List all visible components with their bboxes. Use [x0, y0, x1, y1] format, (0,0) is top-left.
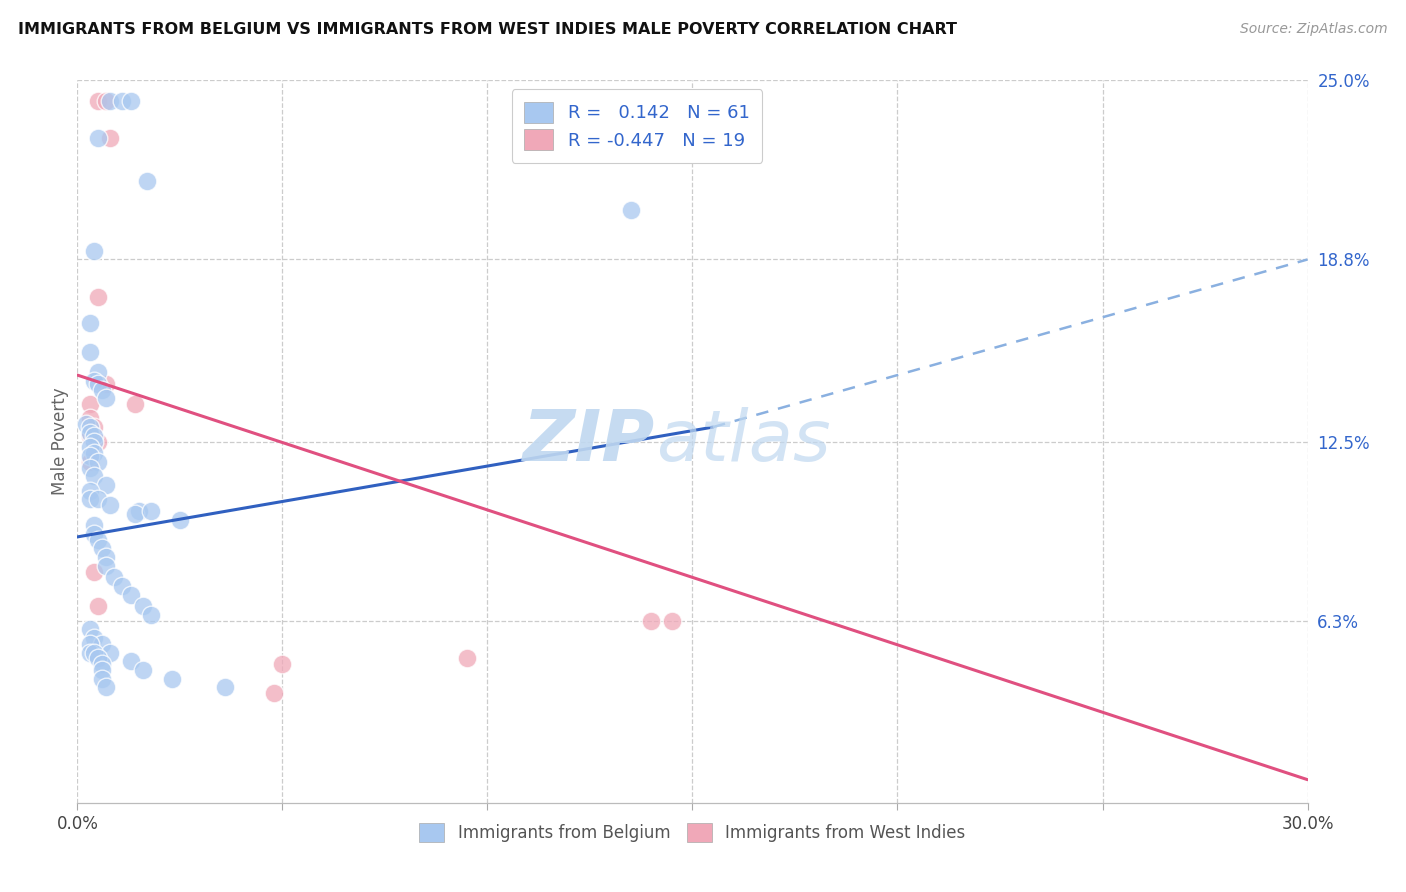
- Point: [132, 599, 155, 614]
- Y-axis label: Male Poverty: Male Poverty: [51, 388, 69, 495]
- Point: [120, 94, 142, 108]
- Point: [79, 420, 101, 434]
- Point: [263, 686, 285, 700]
- Point: [160, 672, 183, 686]
- Point: [87, 533, 110, 547]
- Point: [94, 680, 117, 694]
- Point: [124, 507, 146, 521]
- Point: [79, 316, 101, 330]
- Point: [90, 657, 114, 671]
- Point: [79, 483, 101, 498]
- Point: [83, 631, 105, 645]
- Point: [83, 244, 105, 258]
- Point: [90, 637, 114, 651]
- Point: [136, 174, 159, 188]
- Text: IMMIGRANTS FROM BELGIUM VS IMMIGRANTS FROM WEST INDIES MALE POVERTY CORRELATION : IMMIGRANTS FROM BELGIUM VS IMMIGRANTS FR…: [18, 22, 957, 37]
- Point: [87, 290, 110, 304]
- Point: [87, 94, 110, 108]
- Point: [79, 646, 101, 660]
- Point: [83, 565, 105, 579]
- Point: [141, 504, 163, 518]
- Point: [75, 417, 97, 432]
- Point: [83, 446, 105, 460]
- Point: [83, 518, 105, 533]
- Point: [640, 614, 662, 628]
- Point: [94, 376, 117, 391]
- Point: [94, 478, 117, 492]
- Text: ZIP: ZIP: [523, 407, 655, 476]
- Point: [128, 504, 150, 518]
- Point: [83, 646, 105, 660]
- Point: [79, 425, 101, 440]
- Point: [79, 455, 101, 469]
- Text: atlas: atlas: [655, 407, 830, 476]
- Point: [79, 492, 101, 507]
- Point: [79, 460, 101, 475]
- Point: [83, 469, 105, 483]
- Point: [103, 570, 125, 584]
- Point: [94, 558, 117, 573]
- Point: [98, 94, 121, 108]
- Point: [79, 345, 101, 359]
- Point: [111, 94, 134, 108]
- Point: [79, 411, 101, 425]
- Point: [87, 434, 110, 449]
- Point: [214, 680, 236, 694]
- Point: [87, 492, 110, 507]
- Point: [111, 579, 134, 593]
- Point: [79, 429, 101, 443]
- Point: [98, 646, 121, 660]
- Point: [90, 541, 114, 556]
- Point: [87, 599, 110, 614]
- Point: [620, 203, 643, 218]
- Point: [98, 498, 121, 512]
- Point: [94, 94, 117, 108]
- Point: [94, 391, 117, 405]
- Point: [79, 440, 101, 454]
- Point: [87, 376, 110, 391]
- Point: [87, 365, 110, 379]
- Point: [79, 397, 101, 411]
- Point: [79, 623, 101, 637]
- Point: [83, 374, 105, 388]
- Point: [90, 383, 114, 397]
- Point: [90, 663, 114, 677]
- Point: [83, 420, 105, 434]
- Point: [124, 397, 146, 411]
- Point: [94, 550, 117, 565]
- Point: [271, 657, 294, 671]
- Point: [98, 131, 121, 145]
- Point: [79, 449, 101, 463]
- Point: [83, 527, 105, 541]
- Point: [87, 651, 110, 665]
- Point: [87, 455, 110, 469]
- Point: [169, 512, 191, 526]
- Text: Source: ZipAtlas.com: Source: ZipAtlas.com: [1240, 22, 1388, 37]
- Point: [90, 672, 114, 686]
- Point: [120, 588, 142, 602]
- Point: [83, 429, 105, 443]
- Point: [456, 651, 478, 665]
- Point: [132, 663, 155, 677]
- Legend: Immigrants from Belgium, Immigrants from West Indies: Immigrants from Belgium, Immigrants from…: [413, 816, 972, 848]
- Point: [120, 654, 142, 668]
- Point: [83, 434, 105, 449]
- Point: [87, 131, 110, 145]
- Point: [141, 607, 163, 622]
- Point: [661, 614, 683, 628]
- Point: [79, 637, 101, 651]
